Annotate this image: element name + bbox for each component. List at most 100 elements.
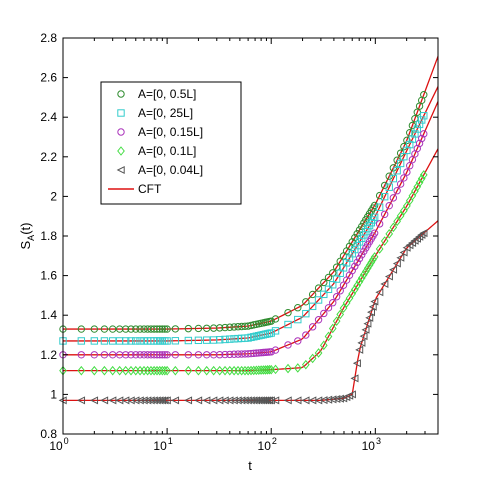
data-point [320,290,328,299]
data-point [385,201,393,210]
data-point [420,112,428,120]
data-point [131,396,140,405]
data-point [90,325,99,333]
data-point [351,245,359,254]
data-point [355,345,364,354]
data-point [271,315,280,323]
data-point [209,365,218,376]
data-point [252,349,261,357]
data-point [230,350,238,358]
data-point [143,365,152,376]
data-point [392,259,401,268]
data-point [225,396,234,405]
y-tick-label: 2.6 [40,71,57,85]
data-point [361,266,370,277]
y-tick-label: 1 [50,387,57,401]
data-point [284,341,292,349]
data-point [396,211,405,221]
y-tick-label: 2.2 [40,150,57,164]
data-point [121,365,130,376]
data-point [363,263,372,274]
legend-marker [116,165,125,175]
data-point [320,309,328,318]
data-point [389,222,398,233]
data-point [352,359,361,368]
data-point [265,364,274,375]
data-point [353,241,361,250]
data-point [155,365,164,376]
data-point [329,281,337,289]
data-point [400,174,408,182]
data-point [163,325,171,333]
data-point [115,365,124,376]
data-point [230,323,238,331]
data-point [136,351,144,359]
y-axis-label-subscript: A [26,235,36,241]
data-point [419,229,428,238]
data-point [171,351,180,359]
data-point [370,213,379,222]
data-point [135,396,144,405]
data-point [247,321,255,330]
data-point [194,324,203,333]
data-point [335,394,344,403]
x-tick-label: 102 [258,436,277,453]
legend-entry: A=[0, 0.15L] [138,125,203,139]
data-point [353,258,361,267]
data-point [108,351,117,359]
data-point [252,332,261,340]
data-point [267,317,275,325]
data-point [132,351,140,359]
data-point [234,365,242,376]
y-tick-label: 1.8 [40,229,57,243]
y-tick-label: 2 [50,189,57,203]
data-point [90,365,99,376]
data-point [90,396,99,405]
data-point [294,304,302,312]
data-point [163,365,171,376]
data-point [415,139,424,148]
data-point [380,192,389,201]
data-point [320,278,328,287]
data-point [247,365,255,376]
data-point [351,233,359,242]
data-point [215,351,224,359]
data-point [160,396,169,405]
data-point [355,254,364,263]
data-point [156,325,164,333]
data-point [150,365,158,376]
data-point [126,396,135,405]
data-point [380,236,389,246]
data-point [171,337,180,345]
data-point [384,272,393,281]
data-point [347,390,356,399]
data-point [396,253,405,262]
data-point [153,325,161,333]
data-point [108,365,117,376]
legend-marker [117,90,125,98]
data-point [77,351,86,359]
data-point [221,335,229,344]
data-point [147,365,155,376]
data-point [226,323,234,331]
data-point [271,346,280,354]
data-point [302,331,310,339]
data-point [396,180,405,188]
data-point [215,365,224,376]
x-tick-label: 101 [153,436,172,453]
data-point [375,244,384,254]
data-point [153,365,161,376]
data-point [314,296,323,304]
data-point [332,394,341,403]
data-point [332,293,341,301]
data-point [215,324,224,332]
data-point [234,323,242,331]
data-point [163,351,171,359]
data-point [380,279,389,288]
data-point [336,287,344,295]
data-point [314,316,323,324]
data-point [250,333,258,341]
data-point [140,325,148,333]
data-point [308,353,317,364]
data-point [241,365,249,376]
